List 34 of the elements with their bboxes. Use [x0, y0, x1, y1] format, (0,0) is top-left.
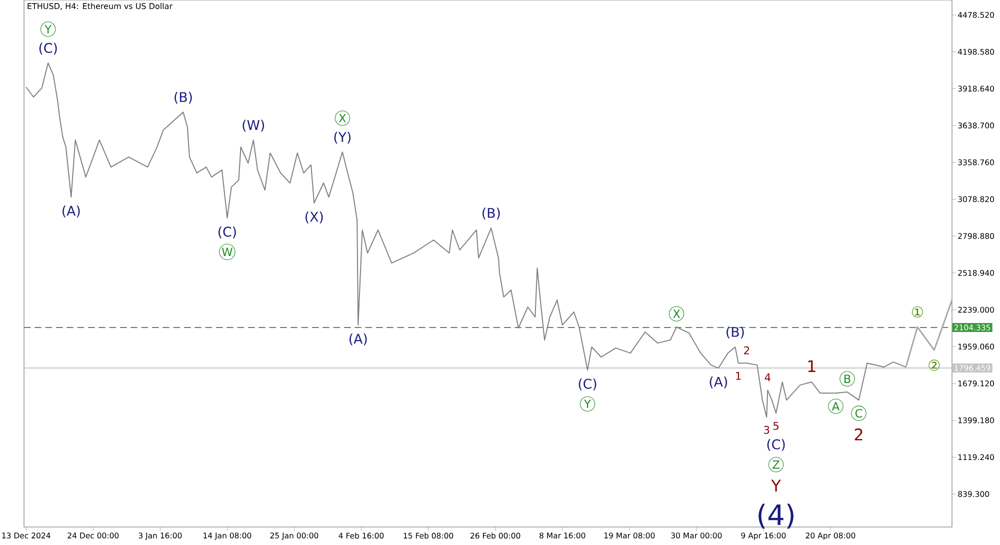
annotation: Y: [44, 25, 52, 34]
annotation: ①: [912, 306, 923, 318]
annotation: (B): [482, 208, 500, 220]
annotation: 4: [764, 373, 770, 382]
annotation: 1: [808, 360, 816, 372]
annotation: 5: [773, 422, 778, 430]
annotation: (C): [767, 439, 785, 451]
annotation: (A): [710, 376, 728, 388]
annotation: 2: [854, 428, 862, 440]
annotation: (B): [726, 326, 744, 339]
annotation: 2: [744, 346, 750, 354]
chart-title: ETHUSD, H4: Ethereum vs US Dollar: [28, 2, 173, 10]
annotation: (C): [218, 226, 236, 238]
annotation: (4): [758, 504, 794, 529]
annotation: (A): [62, 206, 80, 218]
annotation: (X): [306, 211, 323, 224]
annotation: C: [855, 408, 862, 418]
annotation: 1: [736, 372, 741, 380]
annotation: (C): [39, 42, 57, 55]
annotation: (Y): [334, 132, 351, 144]
annotation: Y: [584, 400, 591, 408]
annotation: X: [672, 310, 680, 318]
annotation: 3: [764, 426, 770, 434]
annotation: X: [338, 114, 346, 122]
annotation: A: [832, 402, 840, 410]
annotation: (B): [174, 92, 192, 104]
annotation: (W): [242, 120, 264, 132]
annotation: (C): [578, 378, 596, 390]
annotation: Y: [771, 480, 781, 492]
annotation: (A): [350, 333, 367, 346]
annotation: B: [844, 374, 850, 383]
annotation: Z: [772, 460, 780, 469]
annotation: W: [222, 248, 232, 256]
annotation: ②: [928, 360, 940, 371]
